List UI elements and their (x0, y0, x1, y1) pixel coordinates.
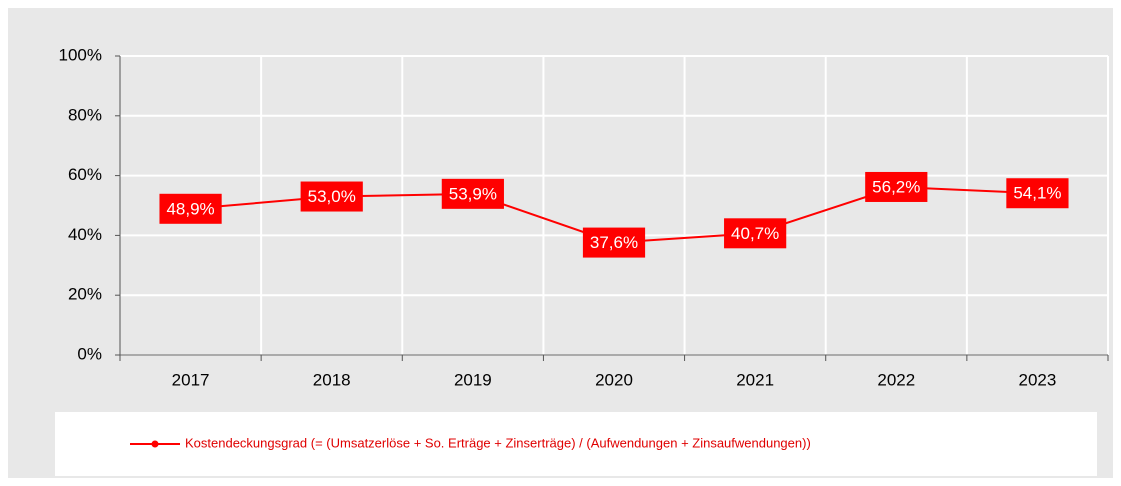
data-label: 53,0% (308, 187, 356, 206)
data-label: 54,1% (1013, 184, 1061, 203)
data-label: 37,6% (590, 233, 638, 252)
y-tick-label: 0% (77, 344, 102, 363)
y-tick-label: 40% (68, 225, 102, 244)
x-tick-label: 2023 (1019, 370, 1057, 389)
x-tick-label: 2017 (172, 370, 210, 389)
x-tick-label: 2021 (736, 370, 774, 389)
data-label: 56,2% (872, 177, 920, 196)
x-tick-label: 2018 (313, 370, 351, 389)
data-label-box (865, 171, 928, 202)
data-label-box (441, 178, 504, 209)
data-label-box (159, 193, 222, 224)
x-tick-label: 2020 (595, 370, 633, 389)
y-tick-label: 20% (68, 285, 102, 304)
x-tick-label: 2022 (877, 370, 915, 389)
legend-label: Kostendeckungsgrad (= (Umsatzerlöse + So… (185, 435, 811, 450)
data-label: 40,7% (731, 224, 779, 243)
legend-marker (151, 440, 159, 448)
data-label-box (582, 227, 646, 258)
y-tick-label: 60% (68, 165, 102, 184)
y-tick-label: 100% (59, 45, 102, 64)
data-label: 53,9% (449, 184, 497, 203)
chart-background (8, 8, 1113, 478)
y-tick-label: 80% (68, 105, 102, 124)
x-tick-label: 2019 (454, 370, 492, 389)
data-label-box (724, 218, 787, 249)
data-label-box (1006, 178, 1069, 209)
data-label: 48,9% (166, 199, 214, 218)
data-label-box (300, 181, 363, 212)
legend-box (55, 412, 1097, 476)
